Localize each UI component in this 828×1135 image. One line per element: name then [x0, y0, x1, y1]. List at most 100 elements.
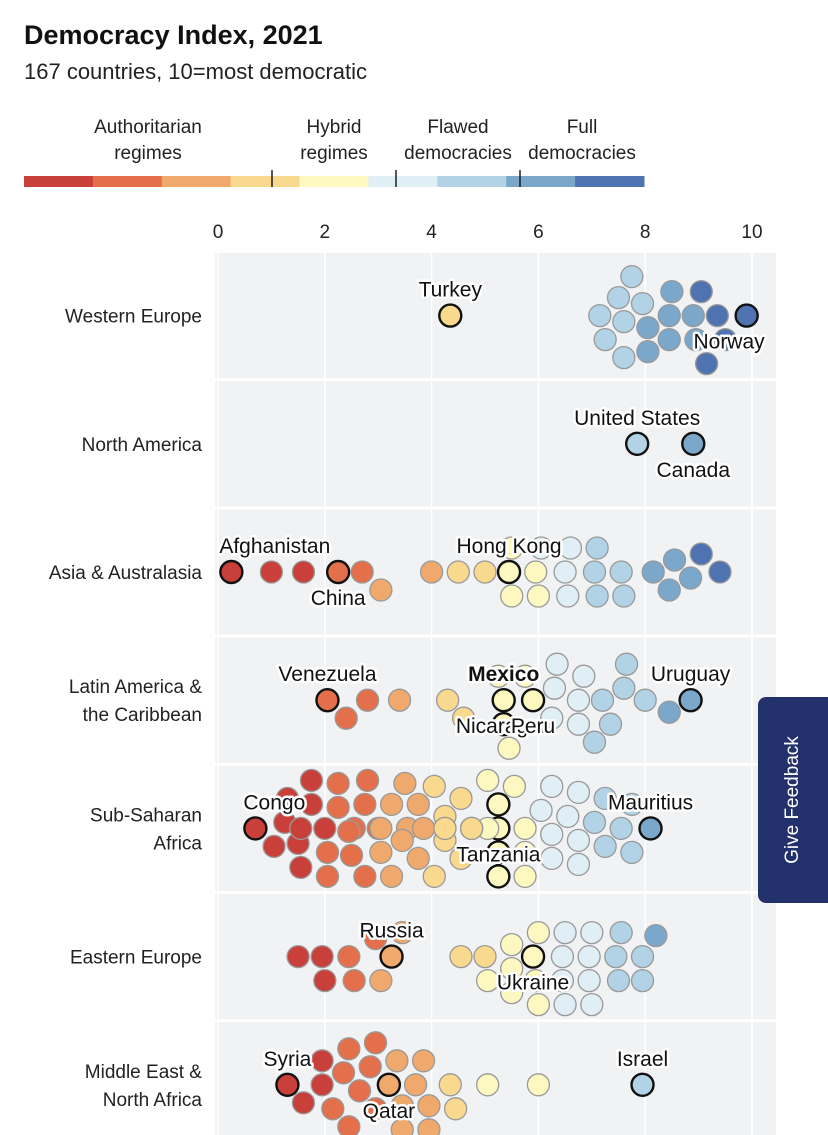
country-annotation: Qatar [363, 1100, 416, 1123]
country-dot [339, 843, 364, 868]
country-annotation: Hong Kong [456, 535, 561, 558]
country-dot [411, 816, 436, 841]
region-panel: Asia & Australasia Afghanistan China Hong K… [49, 509, 776, 635]
country-dot [500, 956, 524, 981]
country-dot [310, 944, 334, 969]
country-dot [419, 560, 444, 584]
country-dot [390, 828, 414, 853]
country-annotation: Afghanistan [219, 535, 330, 558]
give-feedback-button[interactable]: Give Feedback [758, 697, 828, 903]
country-dot [310, 1049, 334, 1073]
country-dot [443, 1097, 468, 1121]
country-dot [406, 792, 430, 817]
country-dot [289, 816, 313, 841]
region-panel: Latin America & the Caribbean Venezuela Nic… [69, 637, 776, 763]
country-dot [572, 664, 596, 688]
country-dot [593, 834, 617, 859]
country-dot [337, 944, 361, 969]
country-dot [553, 992, 577, 1017]
country-annotation: Turkey [419, 279, 483, 302]
country-dot [593, 786, 617, 811]
region-panel: Eastern Europe Russia Ukraine [70, 894, 776, 1020]
country-dot [491, 712, 516, 737]
legend-label: Authoritarian [94, 117, 202, 138]
country-dot [286, 944, 310, 969]
country-dot [585, 536, 609, 560]
country-dot [502, 774, 527, 799]
give-feedback-label: Give Feedback [782, 736, 803, 864]
country-dot [438, 303, 463, 328]
country-dot [496, 559, 522, 585]
country-dot [438, 1073, 462, 1097]
legend-swatch [368, 176, 438, 187]
country-dot [734, 303, 759, 328]
country-dot [612, 584, 636, 608]
country-dot [497, 736, 521, 760]
country-dot [657, 700, 681, 724]
country-dot [540, 846, 564, 871]
country-dot [403, 1073, 428, 1097]
legend-label: regimes [114, 143, 182, 164]
x-tick-label: 4 [426, 222, 437, 243]
country-dot [476, 968, 500, 993]
country-dot [262, 834, 286, 859]
country-dot [299, 792, 324, 817]
legend-swatch [161, 176, 232, 187]
country-dot [566, 828, 591, 853]
country-dot [708, 560, 732, 584]
country-annotation: Mexico [468, 663, 539, 686]
country-dot [612, 309, 636, 334]
country-dot [473, 560, 497, 584]
country-dot [662, 548, 687, 572]
country-dot [566, 852, 591, 877]
country-dot [524, 560, 548, 584]
country-dot [449, 846, 473, 871]
country-dot [513, 664, 537, 688]
region-panel: North America United States Canada [82, 381, 776, 507]
country-dot [369, 578, 393, 602]
country-dot [435, 688, 460, 712]
country-dot [449, 944, 473, 969]
country-dot [644, 923, 668, 948]
country-dot [219, 559, 244, 585]
country-dot [526, 1073, 551, 1097]
country-dot [633, 688, 657, 712]
country-dot [713, 327, 737, 352]
country-dot [577, 944, 601, 969]
country-dot [355, 688, 380, 712]
country-dot [582, 730, 607, 754]
region-label: Sub-Saharan [90, 805, 202, 826]
country-dot [315, 688, 340, 713]
country-dot [390, 1118, 414, 1135]
country-dot [451, 706, 476, 730]
legend-swatch [299, 176, 369, 187]
country-dot [313, 968, 337, 993]
country-annotation: United States [574, 407, 700, 430]
color-legend: Authoritarian regimes Hybrid regimes Flawed d… [24, 117, 645, 187]
country-dot [326, 771, 350, 796]
country-dot [620, 264, 644, 289]
country-dot [275, 786, 300, 811]
country-dot [550, 968, 575, 993]
country-dot [577, 968, 601, 993]
legend-label: regimes [300, 143, 368, 164]
country-annotation: Peru [511, 715, 555, 738]
country-dot [553, 920, 577, 945]
country-dot [500, 584, 524, 608]
country-dot [369, 968, 393, 993]
country-dot [582, 810, 607, 835]
country-dot [325, 559, 351, 585]
country-dot [491, 688, 516, 713]
country-annotation: Norway [693, 331, 765, 354]
country-dot [417, 1118, 441, 1135]
country-dot [582, 560, 607, 584]
country-annotation: Mauritius [608, 791, 693, 814]
country-dot [689, 542, 713, 566]
country-dot [638, 816, 663, 841]
country-annotation: Ukraine [497, 972, 569, 995]
country-dot [566, 688, 591, 712]
country-dot [433, 816, 457, 841]
country-dot [353, 864, 377, 889]
region-label: Asia & Australasia [49, 563, 203, 584]
region-label: North Africa [103, 1090, 203, 1111]
